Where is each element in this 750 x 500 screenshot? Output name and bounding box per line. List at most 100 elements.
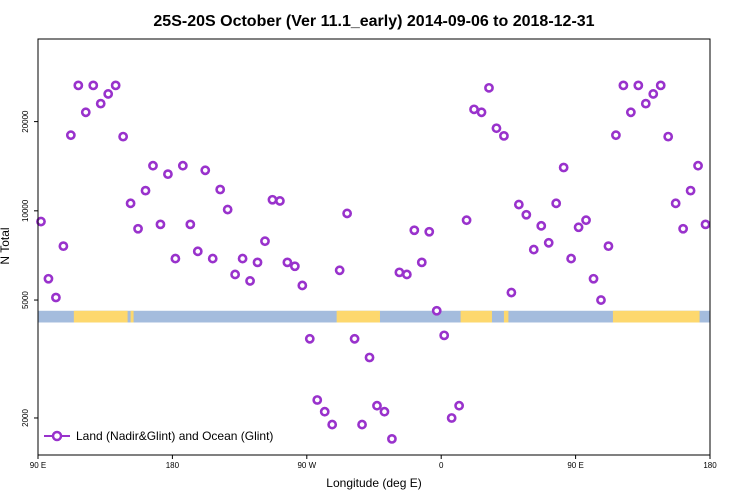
data-point — [558, 162, 569, 173]
data-point — [245, 276, 255, 286]
data-point — [596, 295, 606, 305]
data-point — [693, 160, 703, 171]
data-point — [43, 273, 54, 284]
data-point — [670, 198, 681, 209]
data-point — [409, 225, 420, 236]
data-point — [663, 131, 674, 142]
data-point — [439, 330, 450, 341]
data-point — [648, 89, 659, 99]
land-segment — [73, 310, 128, 323]
data-point — [80, 107, 91, 118]
x-tick-label: 90 W — [297, 461, 316, 470]
data-point — [446, 413, 457, 423]
data-point — [237, 253, 248, 264]
data-point — [461, 215, 472, 226]
data-point — [640, 98, 651, 109]
data-point — [312, 395, 323, 405]
x-axis: 90 E 180 90 W 0 90 E 180 — [30, 455, 717, 470]
data-point — [65, 130, 76, 141]
data-point — [170, 253, 181, 264]
data-point — [625, 107, 636, 118]
data-point — [499, 130, 509, 141]
data-point — [327, 419, 338, 430]
data-point — [88, 80, 99, 91]
data-point — [267, 194, 278, 205]
data-point — [349, 333, 360, 344]
x-tick-label: 90 E — [567, 461, 583, 470]
surface-band — [38, 310, 710, 323]
data-point — [163, 169, 173, 180]
data-point — [424, 226, 435, 237]
data-point — [185, 219, 196, 230]
land-segment — [612, 310, 700, 323]
data-point — [566, 253, 577, 264]
data-point — [133, 223, 143, 234]
x-tick-label: 90 E — [30, 461, 46, 470]
data-point — [372, 400, 382, 411]
legend-marker — [51, 430, 63, 442]
data-point — [207, 253, 218, 264]
data-point — [110, 80, 121, 91]
y-tick-label: 5000 — [21, 291, 30, 309]
x-axis-title: Longitude (deg E) — [326, 476, 421, 490]
data-point — [192, 246, 203, 257]
data-point — [222, 204, 233, 215]
plot-frame — [37, 38, 711, 456]
data-point — [491, 123, 502, 134]
data-point — [252, 257, 263, 268]
data-point — [581, 215, 591, 226]
data-point — [118, 131, 129, 142]
data-point — [506, 287, 517, 298]
data-point — [289, 261, 300, 272]
data-point — [342, 208, 353, 219]
chart-title: 25S-20S October (Ver 11.1_early) 2014-09… — [153, 13, 594, 30]
data-point — [416, 257, 427, 268]
data-point — [611, 130, 621, 141]
data-point — [633, 80, 644, 91]
data-point — [95, 98, 106, 109]
data-point — [125, 198, 136, 209]
data-point — [513, 199, 524, 210]
data-point — [618, 80, 629, 91]
data-point — [484, 82, 494, 93]
data-point — [685, 185, 696, 196]
data-point — [200, 165, 211, 176]
data-point — [103, 89, 114, 99]
data-point — [379, 406, 390, 417]
data-point — [36, 216, 46, 227]
x-tick-label: 180 — [166, 461, 180, 470]
data-point — [275, 196, 285, 206]
data-point — [431, 305, 442, 316]
data-point — [401, 269, 412, 280]
land-segment — [336, 310, 380, 323]
y-axis-title: N Total — [0, 227, 12, 264]
data-points — [36, 80, 711, 444]
data-point — [387, 433, 397, 444]
data-point — [364, 352, 375, 363]
data-point — [140, 185, 151, 196]
data-point — [700, 219, 711, 230]
data-point — [215, 184, 226, 195]
data-point — [603, 241, 614, 252]
data-point — [573, 222, 584, 233]
data-point — [155, 219, 166, 230]
data-point — [73, 80, 84, 91]
data-point — [476, 107, 487, 118]
x-tick-label: 0 — [439, 461, 444, 470]
data-point — [454, 400, 465, 411]
data-point — [230, 269, 241, 280]
data-point — [260, 236, 270, 247]
data-point — [536, 220, 547, 231]
data-point — [319, 406, 330, 417]
land-segment — [503, 310, 509, 323]
data-point — [588, 273, 599, 284]
data-point — [521, 209, 532, 220]
data-point — [469, 104, 479, 115]
data-point — [148, 160, 158, 171]
data-point — [528, 244, 539, 255]
data-point — [177, 160, 188, 171]
x-tick-label: 180 — [703, 461, 717, 470]
legend-label: Land (Nadir&Glint) and Ocean (Glint) — [76, 429, 273, 443]
data-point — [304, 333, 315, 344]
